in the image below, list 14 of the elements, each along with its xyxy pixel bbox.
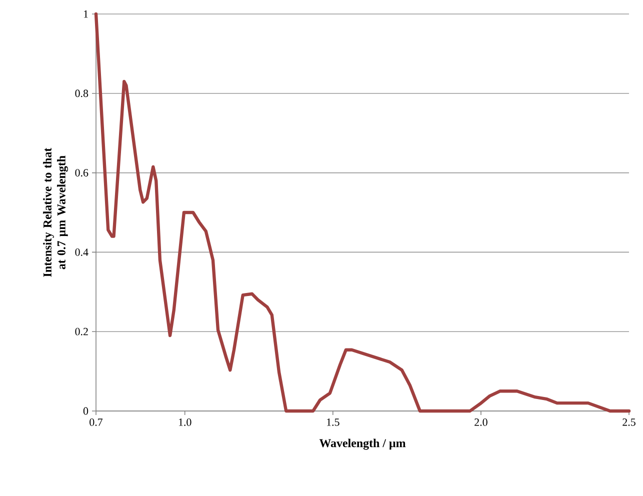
x-axis-title: Wavelength / µm xyxy=(319,438,406,450)
y-tick-label: 0.8 xyxy=(75,90,88,98)
y-tick-label: 0.6 xyxy=(75,169,88,177)
x-tick-label: 1.0 xyxy=(178,418,192,426)
y-tick-label: 0 xyxy=(83,407,88,415)
y-tick-label: 1 xyxy=(84,10,88,18)
y-tick-label: 0.4 xyxy=(75,248,88,256)
x-tick-label: 2.0 xyxy=(474,418,488,426)
y-axis-title: Intensity Relative to that at 0.7 µm Wavelength xyxy=(43,148,68,277)
x-tick-label: 0.7 xyxy=(90,418,103,426)
y-tick-label: 0.2 xyxy=(75,328,88,336)
line-series xyxy=(94,12,631,413)
x-tick-label: 1.5 xyxy=(327,418,340,426)
x-tick-label: 2.5 xyxy=(622,418,636,426)
